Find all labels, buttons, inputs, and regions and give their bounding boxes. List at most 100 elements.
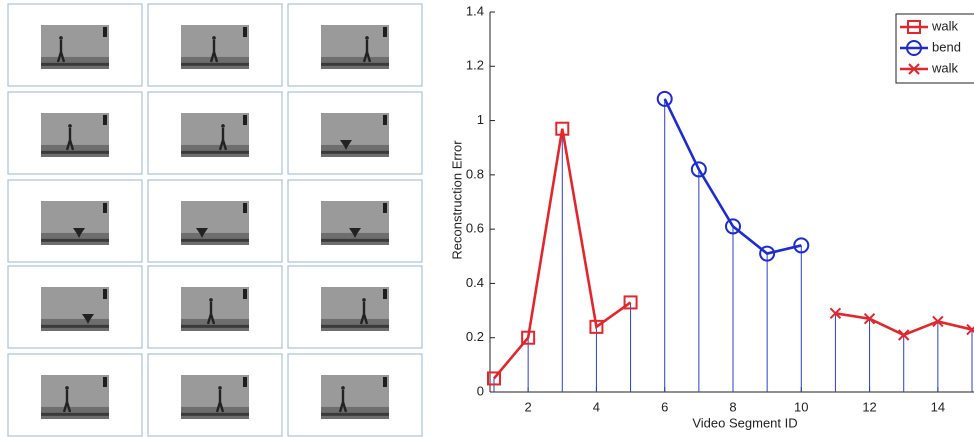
thumbnail-person [359,301,369,325]
x-tick-label: 4 [593,399,600,414]
thumbnail-edge [321,238,389,242]
thumbnail-person [65,127,75,151]
thumbnail-edge [41,62,109,66]
marker-circle [793,237,810,254]
y-tick-label: 0.6 [466,221,484,236]
thumbnail-person [218,127,228,151]
thumbnail-head [221,124,225,128]
y-tick-label: 1.2 [466,58,484,73]
thumbnail-edge [41,238,109,242]
thumbnail-person [362,39,372,63]
y-tick-label: 1.4 [466,3,484,18]
thumbnail-person [349,227,361,238]
thumbnail-person [340,139,352,150]
y-axis-label: Reconstruction Error [449,140,464,260]
thumbnail-person [209,39,219,63]
thumbnail-edge [181,412,249,416]
thumbnail-post [243,203,247,213]
marker-square [487,371,501,386]
thumbnail-post [243,377,247,387]
x-tick-label: 2 [525,399,532,414]
series-line [835,312,973,337]
y-tick-label: 0.8 [466,166,484,181]
marker-circle [725,218,741,235]
legend-label: walk [931,18,959,33]
thumbnail-sky [41,25,109,57]
marker-circle [690,161,707,178]
marker-square [521,330,536,345]
thumbnail-post [383,203,387,213]
thumbnail-edge [321,324,389,328]
thumbnail-post [243,27,247,37]
thumbnail-head [59,36,63,40]
thumbnail-grid [7,3,423,437]
thumbnail-edge [41,150,109,154]
marker-square [555,121,570,136]
thumbnail-head [341,386,345,390]
y-tick-label: 1 [477,112,484,127]
y-tick-label: 0 [477,383,484,398]
thumbnail-sky [321,287,389,319]
marker-x [932,315,944,328]
thumbnail-sky [321,375,389,407]
thumbnail-sky [41,287,109,319]
legend-label: walk [931,60,959,75]
thumbnail-sky [181,201,249,233]
thumbnail-post [103,377,107,387]
thumbnail-sky [181,113,249,145]
thumbnail-head [212,36,216,40]
marker-circle [656,90,673,107]
thumbnail-post [383,289,387,299]
thumbnail-post [243,289,247,299]
thumbnail-post [383,115,387,125]
thumbnail-person [215,389,225,413]
marker-square [623,295,638,310]
marker-x [863,313,876,325]
thumbnail-sky [41,375,109,407]
marker-square [589,319,604,334]
thumbnail-sky [181,287,249,319]
x-tick-label: 8 [729,399,736,414]
thumbnail-head [218,386,222,390]
thumbnail-sky [321,25,389,57]
thumbnail-head [209,298,213,302]
thumbnail-edge [181,324,249,328]
thumbnail-person [196,227,208,238]
thumbnail-post [383,377,387,387]
marker-x [898,329,910,341]
thumbnail-edge [41,412,109,416]
marker-x [908,63,920,75]
thumbnail-post [103,27,107,37]
x-tick-label: 6 [661,399,668,414]
x-tick-label: 14 [931,399,945,414]
thumbnail-sky [321,201,389,233]
thumbnail-edge [181,238,249,242]
thumbnail-head [68,124,72,128]
thumbnail-edge [41,324,109,328]
marker-square [907,20,921,34]
y-tick-label: 0.4 [466,275,484,290]
thumbnail-sky [321,113,389,145]
thumbnail-head [365,36,369,40]
legend-label: bend [932,39,961,54]
thumbnail-edge [181,62,249,66]
marker-circle [906,40,922,56]
thumbnail-post [243,115,247,125]
thumbnail-post [383,27,387,37]
thumbnail-post [103,289,107,299]
thumbnail-head [65,386,69,390]
thumbnail-sky [181,375,249,407]
thumbnail-sky [41,113,109,145]
thumbnail-person [206,301,216,325]
x-tick-label: 12 [862,399,876,414]
series-line [493,128,632,380]
chart: Video Segment ID Reconstruction Error 0 0… [449,3,974,430]
thumbnail-edge [321,62,389,66]
x-tick-label: 10 [794,399,808,414]
thumbnail-person [338,389,348,413]
thumbnail-sky [41,201,109,233]
marker-x [966,323,974,336]
x-axis-label: Video Segment ID [692,415,797,430]
